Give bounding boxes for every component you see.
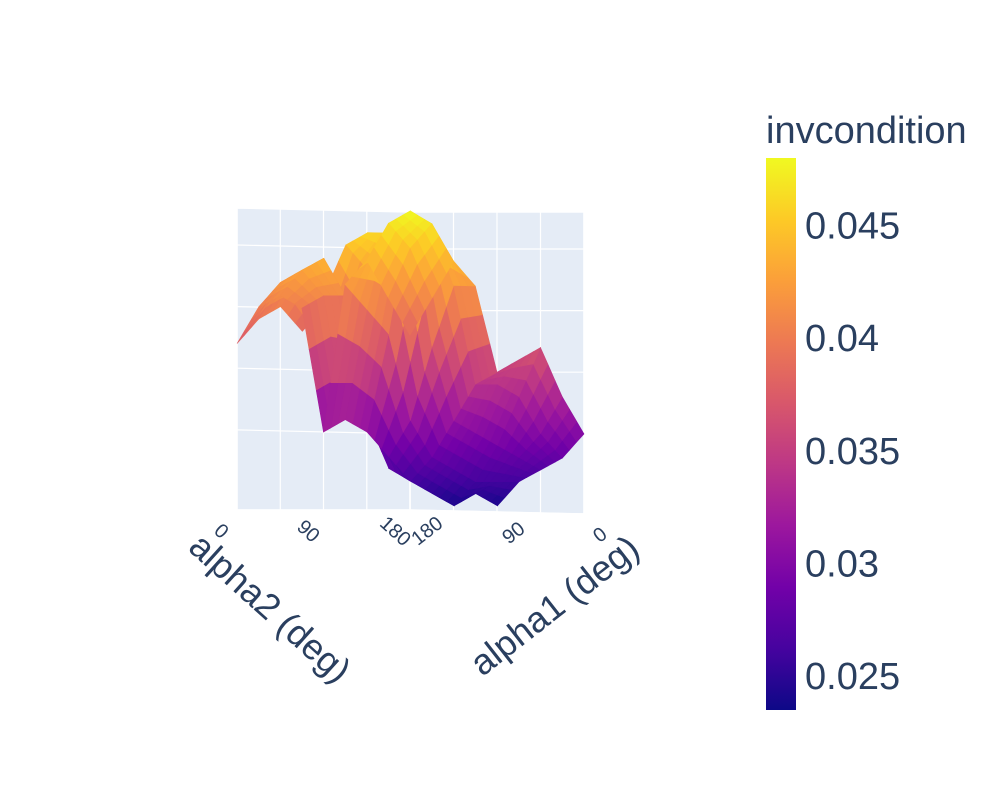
x-tick-label: 90 [498,518,529,549]
grid-line-alpha2 [367,212,542,515]
colorbar-gradient [766,158,796,710]
colorbar-title: invcondition [766,110,967,152]
surface-mesh [236,210,585,507]
colorbar-tick-label: 0.03 [805,544,879,586]
axis-titles: alpha1 (deg) alpha2 (deg) [182,525,647,691]
colorbar-tick-label: 0.04 [805,318,879,360]
grid-line-alpha1 [236,208,411,511]
colorbar-tick-label: 0.035 [805,431,900,473]
colorbar-tick-label: 0.025 [805,656,900,698]
y-tick-label: 180 [375,512,415,551]
x-tick-label: 180 [407,512,447,550]
y-axis-title: alpha2 (deg) [182,525,360,691]
colorbar: invcondition 0.025 0.03 0.035 0.04 0.045 [766,110,967,710]
y-tick-label: 90 [292,516,323,547]
x-axis-title: alpha1 (deg) [462,527,647,684]
colorbar-tick-label: 0.045 [805,206,900,248]
surface-patch [402,308,418,336]
grid-line-alpha2 [410,212,585,515]
